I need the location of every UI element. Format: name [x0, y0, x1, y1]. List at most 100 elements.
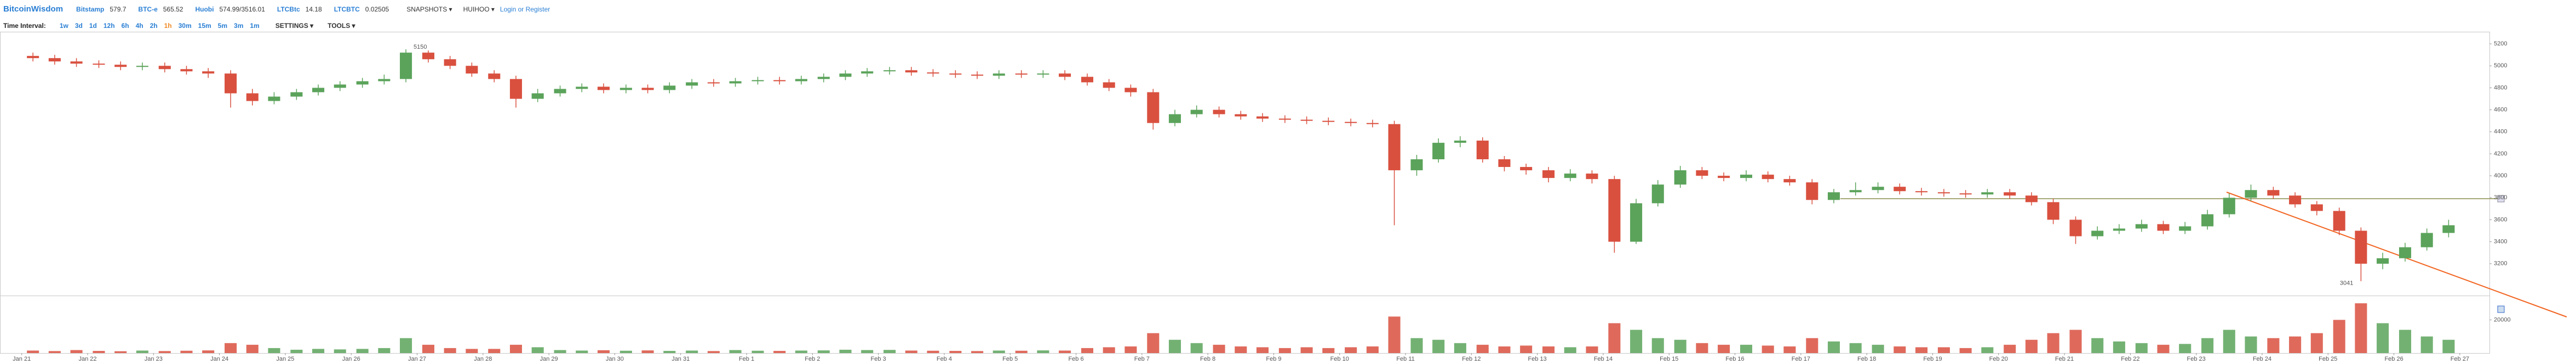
interval-option[interactable]: 1d [89, 22, 97, 30]
y-tick-label: 4400 [2494, 129, 2507, 135]
candle-body [2113, 228, 2125, 231]
candle-body [619, 88, 632, 90]
candle-body [1762, 175, 1774, 180]
volume-bar [422, 344, 434, 353]
ticker-name[interactable]: Bitstamp [76, 5, 105, 13]
volume-bar [1366, 346, 1379, 353]
volume-bar [2420, 336, 2433, 353]
x-tick-label: Feb 14 [1594, 356, 1613, 362]
interval-option[interactable]: 1m [250, 22, 260, 30]
ticker-name[interactable]: BTC-e [138, 5, 158, 13]
menu[interactable]: SNAPSHOTS ▾ [406, 5, 452, 13]
x-tick-label: Feb 4 [937, 356, 952, 362]
candle-body [1388, 124, 1401, 171]
drawing-handle[interactable] [2497, 305, 2505, 313]
x-tick-label: Feb 6 [1068, 356, 1083, 362]
candle-body [2047, 202, 2059, 220]
ticker-name[interactable]: LTCBTC [334, 5, 360, 13]
candle-body [1410, 159, 1423, 171]
ticker-name[interactable]: Huobi [195, 5, 214, 13]
volume-bar [795, 350, 807, 353]
settings-menu[interactable]: SETTINGS ▾ [275, 22, 314, 30]
interval-option[interactable]: 1h [164, 22, 172, 30]
volume-bar [312, 349, 325, 353]
login-link[interactable]: Login or Register [500, 5, 550, 13]
volume-bar [1674, 339, 1686, 353]
candle-body [1783, 179, 1796, 183]
volume-bar [2333, 320, 2345, 353]
x-tick-label: Feb 3 [871, 356, 886, 362]
candle-body [597, 86, 610, 90]
x-tick-label: Jan 26 [342, 356, 360, 362]
volume-bar [1278, 348, 1291, 353]
candle-body [949, 73, 962, 75]
candle-body [1476, 140, 1489, 159]
volume-bar [1476, 344, 1489, 353]
volume-bar [729, 350, 742, 353]
candle-body [1586, 174, 1598, 180]
interval-option[interactable]: 2h [150, 22, 158, 30]
volume-bar [1740, 344, 1753, 353]
drawing-handle[interactable] [2497, 195, 2505, 203]
volume-bar [663, 351, 676, 353]
interval-option[interactable]: 30m [178, 22, 192, 30]
volume-bar [1564, 347, 1576, 353]
candle-body [1608, 179, 1621, 242]
volume-bar [2069, 330, 2082, 353]
interval-option[interactable]: 4h [135, 22, 144, 30]
volume-bar [839, 349, 852, 353]
interval-option[interactable]: 15m [198, 22, 211, 30]
ticker-price: 0.02505 [365, 5, 389, 13]
volume-bar [1937, 347, 1950, 353]
candle-body [971, 74, 984, 76]
volume-bar [1388, 316, 1401, 353]
volume-bar [707, 351, 720, 353]
volume-bar [378, 348, 391, 353]
interval-option[interactable]: 3m [234, 22, 244, 30]
candle-body [1959, 193, 1972, 195]
y-tick-label: 4000 [2494, 172, 2507, 179]
volume-tick-label: 20000 [2494, 316, 2511, 323]
candle-body [1894, 187, 1906, 192]
menu[interactable]: HUIHOO ▾ [463, 5, 495, 13]
volume-bar [1806, 338, 1818, 353]
interval-option[interactable]: 5m [217, 22, 228, 30]
ticker-price: 579.7 [110, 5, 127, 13]
interval-label: Time Interval: [3, 22, 46, 30]
volume-bar [2289, 336, 2302, 353]
volume-bar [1125, 346, 1137, 353]
tools-menu[interactable]: TOOLS ▾ [328, 22, 355, 30]
candle-body [1190, 109, 1203, 114]
volume-bar [488, 349, 501, 353]
x-tick-label: Feb 1 [739, 356, 754, 362]
ticker-name[interactable]: LTCBtc [277, 5, 300, 13]
drawn-trend-line[interactable] [2226, 192, 2567, 317]
candle-body [1718, 176, 1730, 178]
candle-body [641, 88, 654, 90]
candle-body [158, 66, 171, 70]
candle-body [554, 89, 566, 94]
volume-bar [1015, 350, 1028, 353]
candle-body [839, 73, 852, 77]
logo[interactable]: BitcoinWisdom [3, 4, 64, 14]
x-tick-label: Feb 25 [2319, 356, 2337, 362]
candle-body [707, 82, 720, 84]
ticker-price: 565.52 [163, 5, 183, 13]
interval-option[interactable]: 3d [74, 22, 83, 30]
volume-bar [2245, 336, 2257, 353]
volume-bar [2399, 330, 2412, 353]
volume-bar [1147, 333, 1160, 353]
candle-body [246, 93, 259, 101]
volume-bar [1827, 341, 1840, 353]
volume-bar [1915, 347, 1928, 353]
volume-bar [2091, 338, 2104, 353]
interval-option[interactable]: 1w [59, 22, 68, 30]
interval-option[interactable]: 12h [103, 22, 115, 30]
interval-list: 1w 3d 1d 12h 6h 4h 2h 1h 30m 15m 5m 3m 1m [58, 22, 261, 30]
volume-bar [93, 351, 105, 353]
candle-body [2135, 224, 2148, 229]
y-tick-label: 5200 [2494, 41, 2507, 47]
volume-bar [1103, 347, 1115, 353]
volume-bar [1762, 345, 1774, 353]
interval-option[interactable]: 6h [121, 22, 129, 30]
